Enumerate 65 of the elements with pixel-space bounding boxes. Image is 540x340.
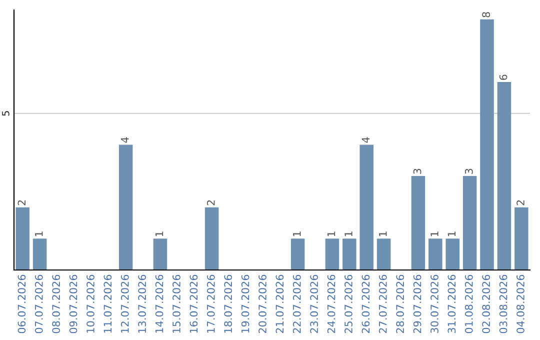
bar bbox=[118, 144, 133, 270]
bar bbox=[376, 238, 391, 270]
y-tick-label: 5 bbox=[2, 111, 10, 116]
bar bbox=[462, 176, 477, 270]
bar bbox=[497, 82, 512, 270]
x-tick-label: 16.07.2026 bbox=[190, 274, 198, 333]
data-label: 8 bbox=[482, 12, 490, 18]
x-tick-label: 27.07.2026 bbox=[378, 274, 387, 334]
data-label: 1 bbox=[155, 232, 164, 236]
x-tick-label: 23.07.2026 bbox=[310, 274, 318, 334]
x-tick-label: 31.07.2026 bbox=[448, 274, 456, 334]
x-tick-label: 17.07.2026 bbox=[206, 274, 215, 333]
x-tick-label: 30.07.2026 bbox=[430, 274, 438, 334]
x-tick-label: 19.07.2026 bbox=[241, 274, 250, 333]
x-tick-label: 04.08.2026 bbox=[516, 274, 524, 334]
x-tick-label: 02.08.2026 bbox=[482, 274, 490, 334]
data-label: 1 bbox=[293, 232, 301, 236]
x-tick-label: 09.07.2026 bbox=[69, 274, 78, 334]
bar bbox=[16, 207, 30, 270]
data-label: 1 bbox=[35, 232, 43, 236]
x-tick-label: 08.07.2026 bbox=[52, 274, 60, 334]
data-label: 6 bbox=[499, 74, 508, 80]
bar bbox=[325, 238, 340, 270]
bar bbox=[153, 238, 168, 270]
data-label: 2 bbox=[18, 200, 26, 206]
x-tick-label: 12.07.2026 bbox=[120, 274, 129, 333]
bar bbox=[360, 144, 374, 270]
x-tick-label: 10.07.2026 bbox=[86, 274, 94, 333]
data-label: 1 bbox=[327, 232, 336, 236]
x-tick-label: 26.07.2026 bbox=[362, 274, 370, 334]
data-label: 1 bbox=[448, 232, 456, 236]
data-label: 3 bbox=[413, 168, 422, 174]
bar bbox=[480, 19, 494, 270]
data-label: 1 bbox=[344, 232, 352, 236]
data-label: 2 bbox=[516, 200, 524, 206]
bar bbox=[32, 238, 47, 270]
x-tick-label: 25.07.2026 bbox=[344, 274, 352, 334]
bar bbox=[290, 238, 305, 270]
x-tick-label: 01.08.2026 bbox=[464, 274, 473, 334]
x-tick-label: 06.07.2026 bbox=[18, 274, 26, 334]
x-tick-label: 15.07.2026 bbox=[172, 274, 180, 333]
bar bbox=[342, 238, 356, 270]
data-label: 4 bbox=[121, 137, 129, 143]
bar bbox=[411, 176, 426, 270]
x-tick-label: 07.07.2026 bbox=[34, 274, 43, 334]
x-tick-label: 20.07.2026 bbox=[258, 274, 266, 334]
x-tick-label: 11.07.2026 bbox=[104, 274, 112, 333]
bar bbox=[428, 238, 442, 270]
data-label: 3 bbox=[464, 168, 473, 174]
x-tick-label: 29.07.2026 bbox=[413, 274, 422, 334]
x-tick-label: 13.07.2026 bbox=[138, 274, 146, 333]
bar bbox=[514, 207, 528, 270]
x-tick-label: 21.07.2026 bbox=[276, 274, 284, 334]
data-label: 2 bbox=[206, 200, 215, 206]
x-tick-label: 22.07.2026 bbox=[292, 274, 301, 334]
x-tick-label: 14.07.2026 bbox=[155, 274, 164, 333]
x-tick-label: 03.08.2026 bbox=[499, 274, 508, 334]
x-tick-label: 28.07.2026 bbox=[396, 274, 404, 334]
bar bbox=[446, 238, 460, 270]
bar bbox=[204, 207, 219, 270]
x-tick-label: 24.07.2026 bbox=[327, 274, 336, 334]
x-tick-label: 18.07.2026 bbox=[224, 274, 232, 333]
data-label: 1 bbox=[430, 232, 438, 236]
data-label: 1 bbox=[379, 232, 387, 236]
data-label: 4 bbox=[362, 137, 370, 143]
